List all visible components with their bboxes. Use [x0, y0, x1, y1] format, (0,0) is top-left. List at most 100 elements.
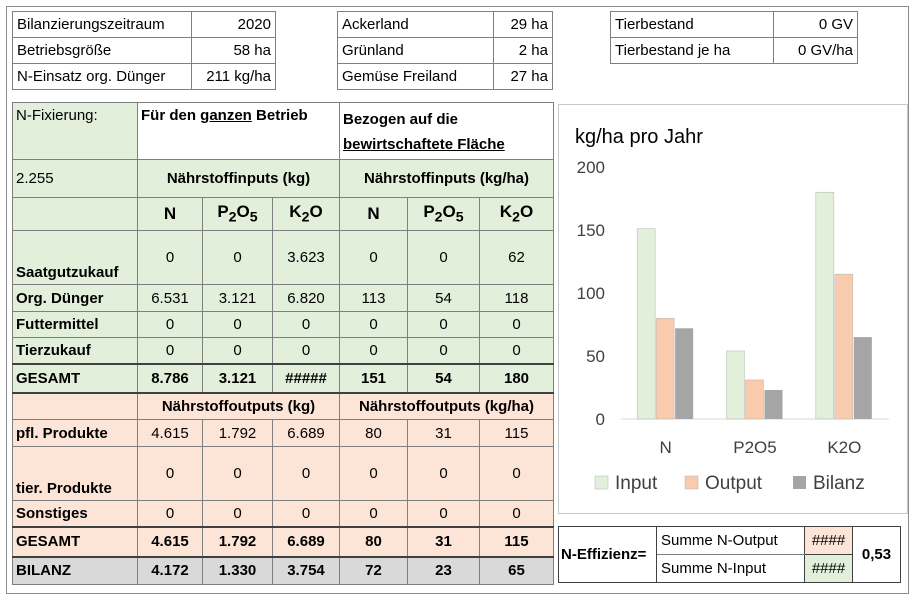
- value-cell: 0: [479, 500, 554, 527]
- value-cell: 151: [339, 362, 408, 393]
- summary-value: 58 ha: [191, 37, 276, 64]
- row-label: Saatgutzukauf: [12, 230, 138, 285]
- value-cell: 115: [479, 419, 554, 447]
- header-total-underlined: ganzen: [200, 107, 252, 124]
- bar-bilanz: [853, 337, 872, 419]
- header-area-line2: bewirtschaftete Fläche: [343, 136, 505, 153]
- table-row: Saatgutzukauf 0 0 3.623 0 0 62: [12, 230, 554, 285]
- row-label: tier. Produkte: [12, 446, 138, 501]
- value-cell: 0: [202, 337, 273, 364]
- efficiency-row: Summe N-Input ####: [559, 554, 901, 583]
- value-cell: 31: [407, 419, 480, 447]
- bar-input: [726, 350, 745, 420]
- summary-row: Bilanzierungszeitraum 2020: [11, 11, 276, 38]
- bilanz-row: BILANZ 4.172 1.330 3.754 72 23 65: [12, 555, 554, 585]
- inputs-kg-header: Nährstoffinputs (kg): [137, 159, 340, 198]
- value-cell: 0: [407, 230, 480, 285]
- value-cell: 0: [339, 230, 408, 285]
- col-n: N: [339, 197, 408, 231]
- bar-bilanz: [764, 390, 783, 419]
- value-cell: 1.792: [202, 419, 273, 447]
- nfix-value: 2.255: [12, 159, 138, 198]
- value-cell: 0: [479, 337, 554, 364]
- outputs-header-row: Nährstoffoutputs (kg) Nährstoffoutputs (…: [12, 391, 554, 420]
- summary-label: Gemüse Freiland: [336, 63, 495, 90]
- value-cell: 0: [137, 500, 203, 527]
- header-total-farm: Für den ganzen Betrieb: [137, 102, 340, 160]
- col-p-sub1: 2: [434, 209, 443, 226]
- summary-label: Bilanzierungszeitraum: [11, 11, 193, 38]
- value-cell: 3.754: [272, 555, 340, 585]
- nutrient-bar-chart: kg/ha pro Jahr 0 50 100 150 200 N P2O5 K2O Input…: [558, 104, 908, 514]
- row-label: Org. Dünger: [12, 284, 138, 312]
- value-cell: 113: [339, 284, 408, 312]
- value-cell: 6.689: [272, 525, 340, 557]
- summary-row: N-Einsatz org. Dünger 211 kg/ha: [11, 63, 276, 90]
- header-total-post: Betrieb: [251, 107, 308, 124]
- summary-value: 27 ha: [493, 63, 553, 90]
- col-p-base: P: [217, 202, 229, 222]
- summary-row: Tierbestand je ha 0 GV/ha: [609, 37, 858, 64]
- value-cell: 62: [479, 230, 554, 285]
- summary-label: Tierbestand je ha: [609, 37, 775, 64]
- value-cell: 4.172: [137, 555, 203, 585]
- row-label: GESAMT: [12, 525, 138, 557]
- summary-row: Betriebsgröße 58 ha: [11, 37, 276, 64]
- value-cell: 0: [407, 446, 480, 501]
- efficiency-label: N-Effizienz=: [558, 526, 657, 583]
- col-k2o: K2O: [479, 197, 554, 231]
- legend-label-input: Input: [615, 473, 658, 494]
- row-label: Futtermittel: [12, 311, 138, 338]
- value-cell: 31: [407, 525, 480, 557]
- value-cell: 54: [407, 362, 480, 393]
- col-k-mid: O: [309, 202, 323, 222]
- value-cell: 80: [339, 419, 408, 447]
- col-p-sub1: 2: [228, 209, 237, 226]
- header-area-line1: Bezogen auf die: [343, 111, 459, 128]
- bar-output: [745, 379, 764, 420]
- value-cell: 3.121: [202, 362, 273, 393]
- x-tick-label: K2O: [827, 438, 861, 457]
- nutrient-balance-table: N-Fixierung: Für den ganzen Betrieb Bezo…: [12, 102, 554, 585]
- col-k2o: K2O: [272, 197, 340, 231]
- nfix-label: N-Fixierung:: [12, 102, 138, 160]
- col-k-sub1: 2: [512, 209, 520, 226]
- value-cell: 0: [339, 311, 408, 338]
- column-header-row: N P2O5 K2O N P2O5 K2O: [12, 197, 554, 231]
- outputs-kgha-header: Nährstoffoutputs (kg/ha): [339, 391, 554, 420]
- bar-output: [834, 273, 854, 420]
- empty-cell: [12, 391, 138, 420]
- value-cell: #####: [272, 362, 340, 393]
- value-cell: 0: [339, 500, 408, 527]
- legend-label-bilanz: Bilanz: [813, 473, 865, 494]
- y-tick-label: 0: [596, 410, 605, 429]
- page-frame: [6, 6, 909, 594]
- summary-label: Grünland: [336, 37, 495, 64]
- row-label: Sonstiges: [12, 500, 138, 527]
- efficiency-input-label: Summe N-Input: [656, 554, 805, 583]
- output-total-row: GESAMT 4.615 1.792 6.689 80 31 115: [12, 525, 554, 557]
- col-p2o5: P2O5: [202, 197, 273, 231]
- efficiency-input-value: ####: [804, 554, 853, 583]
- col-p-mid: O: [442, 202, 456, 222]
- value-cell: 0: [272, 446, 340, 501]
- input-total-row: GESAMT 8.786 3.121 ##### 151 54 180: [12, 362, 554, 393]
- value-cell: 0: [202, 446, 273, 501]
- col-p-sub2: 5: [455, 209, 464, 226]
- col-p-mid: O: [236, 202, 250, 222]
- value-cell: 0: [137, 337, 203, 364]
- value-cell: 0: [339, 446, 408, 501]
- legend-swatch-output: [684, 475, 699, 490]
- summary-box-livestock: Tierbestand 0 GV Tierbestand je ha 0 GV/ha: [609, 11, 858, 64]
- chart-canvas: kg/ha pro Jahr 0 50 100 150 200 N P2O5 K2O Input…: [575, 126, 889, 494]
- table-row: Tierzukauf 0 0 0 0 0 0: [12, 337, 554, 364]
- col-k-sub1: 2: [301, 209, 310, 226]
- y-tick-label: 150: [577, 221, 605, 240]
- summary-row: Tierbestand 0 GV: [609, 11, 858, 38]
- value-cell: 1.330: [202, 555, 273, 585]
- value-cell: 80: [339, 525, 408, 557]
- value-cell: 0: [339, 337, 408, 364]
- value-cell: 6.689: [272, 419, 340, 447]
- summary-value: 0 GV/ha: [773, 37, 858, 64]
- value-cell: 0: [479, 446, 554, 501]
